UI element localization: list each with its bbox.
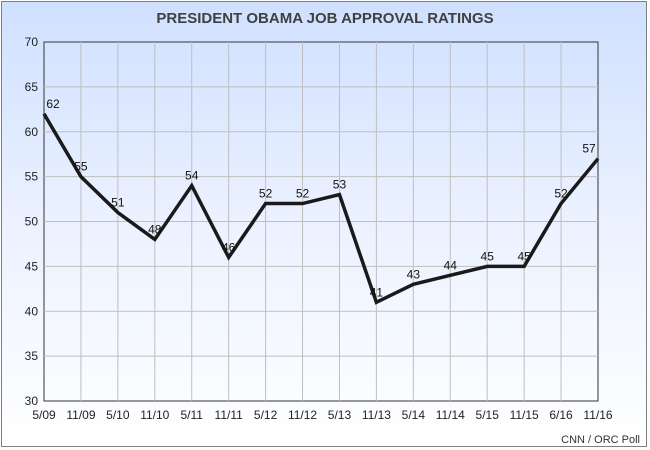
series-approval	[42, 112, 600, 305]
data-label: 53	[333, 178, 347, 192]
data-label: 45	[517, 249, 531, 263]
x-tick-label: 11/11	[215, 408, 244, 422]
x-tick-label: 5/13	[328, 408, 352, 422]
data-label: 62	[46, 97, 60, 111]
y-axis: 30 35 40 45 50 55 60 65 70	[25, 35, 39, 408]
data-label: 52	[259, 187, 273, 201]
data-label: 46	[222, 240, 236, 254]
grid	[44, 42, 598, 401]
y-tick-label: 35	[25, 349, 39, 363]
x-tick-label: 11/10	[140, 408, 169, 422]
data-label: 45	[481, 249, 495, 263]
y-tick-label: 30	[25, 394, 39, 408]
data-label: 51	[111, 196, 125, 210]
x-tick-label: 11/12	[288, 408, 317, 422]
y-tick-label: 60	[25, 125, 39, 139]
x-tick-label: 5/09	[32, 408, 56, 422]
data-labels: 62 55 51 48 54 46 52 52 53 41 43 44 45 45 52 57	[46, 97, 596, 299]
source-note: CNN / ORC Poll	[561, 434, 640, 446]
y-tick-label: 45	[25, 259, 39, 273]
x-axis: 5/09 11/09 5/10 11/10 5/11 11/11 5/12 11/12 5/13…	[32, 408, 613, 422]
data-label: 54	[185, 169, 199, 183]
data-label: 41	[370, 285, 384, 299]
y-tick-label: 50	[25, 215, 39, 229]
y-tick-label: 65	[25, 80, 39, 94]
approval-line	[42, 112, 600, 305]
chart-title: PRESIDENT OBAMA JOB APPROVAL RATINGS	[156, 10, 493, 27]
y-tick-label: 55	[25, 170, 39, 184]
data-label: 48	[148, 222, 162, 236]
y-tick-label: 40	[25, 304, 39, 318]
x-tick-label: 5/10	[106, 408, 130, 422]
x-tick-label: 11/09	[66, 408, 95, 422]
data-label: 43	[407, 267, 421, 281]
x-tick-label: 11/16	[583, 408, 612, 422]
data-label: 52	[296, 187, 310, 201]
x-tick-label: 5/11	[180, 408, 203, 422]
data-label: 52	[554, 187, 568, 201]
x-tick-label: 11/13	[362, 408, 391, 422]
x-tick-label: 5/15	[476, 408, 500, 422]
x-tick-label: 6/16	[549, 408, 573, 422]
data-label: 44	[444, 258, 458, 272]
data-label: 55	[74, 160, 88, 174]
y-tick-label: 70	[25, 35, 39, 49]
x-tick-label: 5/14	[402, 408, 426, 422]
x-tick-label: 11/14	[436, 408, 465, 422]
data-label: 57	[582, 142, 596, 156]
x-tick-label: 5/12	[254, 408, 278, 422]
x-tick-label: 11/15	[510, 408, 539, 422]
